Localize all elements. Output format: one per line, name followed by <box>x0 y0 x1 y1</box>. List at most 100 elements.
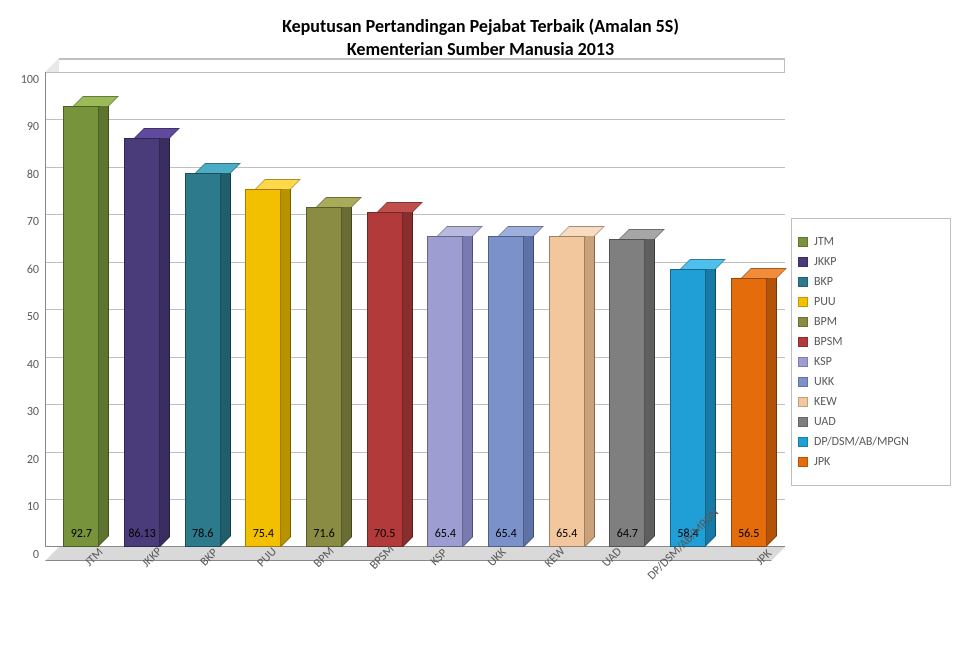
legend-item: BPSM <box>798 335 944 349</box>
chart-title: Keputusan Pertandingan Pejabat Terbaik (… <box>10 15 951 62</box>
bar-front <box>670 269 706 546</box>
bar-side <box>706 259 716 546</box>
legend-item: JTM <box>798 235 944 249</box>
y-tick: 10 <box>27 500 39 514</box>
bar-slot: 92.7 <box>51 72 112 547</box>
chart-container: Keputusan Pertandingan Pejabat Terbaik (… <box>0 0 961 666</box>
legend-swatch <box>798 457 808 467</box>
legend-item: JPK <box>798 455 944 469</box>
bar-slot: 65.4 <box>415 72 476 547</box>
bar-value-label: 75.4 <box>253 527 274 541</box>
bar: 65.4 <box>488 236 524 547</box>
bar-side <box>767 268 777 546</box>
bar-slot: 65.4 <box>536 72 597 547</box>
gridline <box>59 59 784 60</box>
legend-item: KSP <box>798 355 944 369</box>
bar-value-label: 78.6 <box>192 527 213 541</box>
x-axis-labels: JTMJKKPBKPPUUBPMBPSMKSPUKKKEWUADDP/DSM/A… <box>45 567 785 581</box>
legend-label: JTM <box>814 235 834 249</box>
legend-label: BKP <box>814 275 833 289</box>
bar-front <box>367 212 403 547</box>
bar-front <box>306 207 342 547</box>
legend-label: DP/DSM/AB/MPGN <box>814 435 909 449</box>
bar-slot: 71.6 <box>294 72 355 547</box>
y-tick: 0 <box>33 548 39 562</box>
plot-area: 0102030405060708090100 92.786.1378.675.4… <box>10 72 785 632</box>
legend-label: UKK <box>814 375 834 389</box>
legend-swatch <box>798 397 808 407</box>
legend-item: UKK <box>798 375 944 389</box>
legend-swatch <box>798 357 808 367</box>
bar: 71.6 <box>306 207 342 547</box>
bar: 65.4 <box>427 236 463 547</box>
y-tick: 90 <box>27 120 39 134</box>
legend-swatch <box>798 237 808 247</box>
bar-front <box>488 236 524 547</box>
bar-slot: 86.13 <box>112 72 173 547</box>
bar-side <box>524 226 534 547</box>
bar-side <box>281 179 291 547</box>
legend-swatch <box>798 277 808 287</box>
y-tick: 50 <box>27 310 39 324</box>
y-tick: 80 <box>27 168 39 182</box>
bar-side <box>645 229 655 546</box>
legend-label: BPM <box>814 315 837 329</box>
y-tick: 40 <box>27 358 39 372</box>
legend-swatch <box>798 377 808 387</box>
bar-side <box>463 226 473 547</box>
legend-swatch <box>798 417 808 427</box>
bar-front <box>609 239 645 546</box>
legend-swatch <box>798 437 808 447</box>
legend-label: JKKP <box>814 255 837 269</box>
bar-front <box>185 173 221 546</box>
legend-label: KEW <box>814 395 837 409</box>
bar-top <box>741 268 787 278</box>
bar-side <box>160 128 170 547</box>
bar-value-label: 56.5 <box>738 527 759 541</box>
bar-front <box>427 236 463 547</box>
legend-item: BKP <box>798 275 944 289</box>
legend-item: UAD <box>798 415 944 429</box>
legend-label: KSP <box>814 355 832 369</box>
bar-value-label: 92.7 <box>71 527 92 541</box>
legend-swatch <box>798 257 808 267</box>
y-tick: 100 <box>21 73 39 87</box>
legend-label: JPK <box>814 455 830 469</box>
y-tick: 70 <box>27 215 39 229</box>
y-tick: 30 <box>27 405 39 419</box>
legend-item: DP/DSM/AB/MPGN <box>798 435 944 449</box>
bar-slot: 75.4 <box>233 72 294 547</box>
chart-title-line1: Keputusan Pertandingan Pejabat Terbaik (… <box>282 15 679 37</box>
y-axis: 0102030405060708090100 <box>10 72 45 547</box>
bar-front <box>124 138 160 547</box>
legend-swatch <box>798 317 808 327</box>
legend: JTM JKKP BKP PUU BPM BPSM KSP UKK KEW UAD DP/DSM/A… <box>791 218 951 486</box>
bar: 64.7 <box>609 239 645 546</box>
bar: 56.5 <box>731 278 767 546</box>
bar-front <box>245 189 281 547</box>
bar-side <box>585 226 595 547</box>
chart-body: 0102030405060708090100 92.786.1378.675.4… <box>10 72 951 632</box>
bar-slot: 78.6 <box>172 72 233 547</box>
bar: 86.13 <box>124 138 160 547</box>
legend-swatch <box>798 337 808 347</box>
bar-side <box>342 197 352 547</box>
y-tick: 60 <box>27 263 39 277</box>
bar: 78.6 <box>185 173 221 546</box>
legend-item: JKKP <box>798 255 944 269</box>
bar: 70.5 <box>367 212 403 547</box>
plot: 92.7 86.13 78.6 75.4 71.6 70.5 65.4 65.4 65.4 64.… <box>45 72 785 617</box>
bar: 58.4 <box>670 269 706 546</box>
bar-side <box>221 163 231 546</box>
bar-front <box>731 278 767 546</box>
legend-label: PUU <box>814 295 836 309</box>
bar-slot: 70.5 <box>354 72 415 547</box>
legend-item: KEW <box>798 395 944 409</box>
bar-front <box>549 236 585 547</box>
legend-item: PUU <box>798 295 944 309</box>
bar-value-label: 86.13 <box>128 527 155 541</box>
legend-swatch <box>798 297 808 307</box>
bar: 75.4 <box>245 189 281 547</box>
bar-front <box>63 106 99 546</box>
bars: 92.7 86.13 78.6 75.4 71.6 70.5 65.4 65.4 65.4 64.… <box>45 72 785 547</box>
